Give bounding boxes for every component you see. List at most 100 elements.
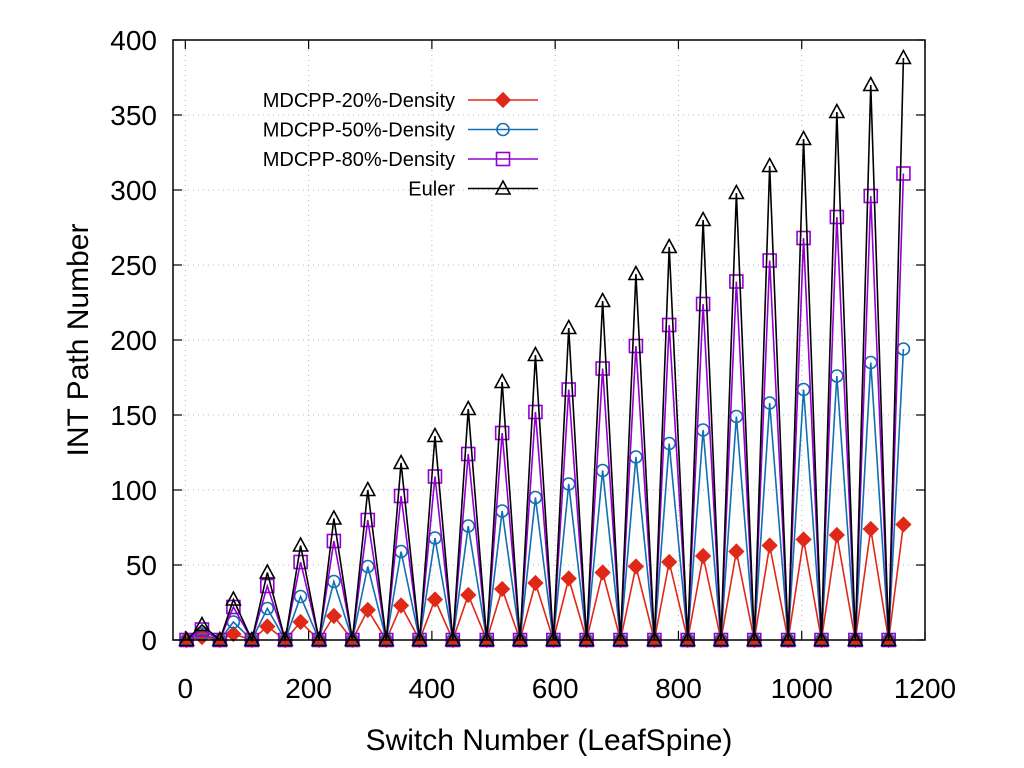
legend-marker	[496, 122, 510, 137]
x-tick-label: 400	[409, 673, 456, 704]
data-point	[627, 264, 645, 281]
data-point	[795, 531, 812, 548]
data-point	[259, 618, 276, 635]
data-point	[211, 630, 229, 647]
data-point	[829, 209, 845, 225]
data-point	[628, 338, 644, 354]
x-tick-label: 200	[285, 673, 332, 704]
data-point	[646, 630, 663, 647]
data-point	[694, 210, 712, 227]
y-tick-label: 50	[126, 550, 157, 581]
data-point	[225, 590, 242, 606]
data-point	[595, 361, 610, 376]
y-tick-label: 400	[110, 25, 157, 56]
data-point	[594, 291, 611, 308]
data-point	[494, 425, 510, 441]
legend-marker	[494, 91, 512, 109]
data-point	[243, 630, 261, 647]
data-point	[728, 543, 745, 560]
data-point	[560, 570, 577, 587]
data-point	[478, 630, 496, 647]
data-point	[411, 630, 428, 647]
y-tick-label: 0	[141, 625, 157, 656]
legend-marker	[495, 151, 511, 167]
legend-label: MDCPP-20%-Density	[263, 90, 455, 112]
y-tick-label: 200	[110, 325, 157, 356]
data-point	[761, 537, 778, 554]
x-tick-label: 0	[178, 673, 194, 704]
data-point	[695, 296, 711, 312]
data-point	[612, 630, 629, 647]
data-point	[863, 188, 879, 204]
data-point	[292, 613, 309, 631]
data-point	[460, 586, 477, 604]
legend-label: Euler	[408, 179, 455, 201]
data-point	[795, 129, 812, 146]
y-tick-label: 300	[110, 175, 157, 206]
data-point	[728, 183, 745, 200]
data-point	[880, 630, 897, 647]
data-point	[745, 630, 763, 647]
data-point	[258, 563, 276, 579]
data-point	[779, 630, 797, 647]
grid	[173, 40, 925, 640]
data-point	[813, 630, 830, 647]
data-point	[392, 453, 410, 470]
data-point	[260, 578, 275, 594]
data-point	[895, 516, 912, 533]
data-point	[527, 574, 544, 592]
data-point	[359, 480, 377, 497]
legend-marker	[494, 179, 512, 195]
data-point	[544, 630, 562, 647]
data-point	[325, 607, 343, 625]
data-point	[762, 253, 777, 268]
data-point	[494, 580, 511, 598]
y-tick-label: 350	[110, 100, 157, 131]
legend-label: MDCPP-80%-Density	[263, 149, 455, 171]
data-point	[694, 547, 712, 565]
y-tick-label: 150	[110, 400, 157, 431]
data-point	[896, 166, 911, 181]
data-point	[627, 558, 645, 575]
data-point	[460, 446, 476, 462]
series-3	[178, 48, 912, 647]
data-point	[679, 630, 697, 647]
data-point	[426, 591, 444, 608]
data-point	[578, 630, 595, 647]
data-point	[828, 102, 846, 119]
series-group	[178, 48, 912, 649]
data-point	[661, 553, 678, 571]
data-point	[511, 630, 529, 647]
data-point	[393, 488, 409, 504]
data-point	[895, 48, 912, 65]
data-point	[325, 509, 343, 525]
data-point	[292, 536, 309, 552]
x-tick-label: 800	[655, 673, 702, 704]
data-point	[796, 230, 811, 246]
data-point	[193, 615, 211, 632]
data-point	[527, 345, 544, 362]
data-point	[862, 520, 879, 538]
legend-label: MDCPP-50%-Density	[263, 120, 455, 142]
x-tick-label: 600	[532, 673, 579, 704]
data-point	[561, 382, 577, 397]
data-point	[828, 526, 845, 544]
x-tick-label: 1000	[771, 673, 833, 704]
y-axis-title: INT Path Number	[62, 224, 95, 457]
data-point	[661, 317, 677, 333]
y-tick-label: 250	[110, 250, 157, 281]
data-point	[444, 630, 462, 647]
data-point	[377, 630, 395, 647]
data-point	[225, 625, 242, 643]
data-point	[276, 630, 294, 647]
data-point	[293, 554, 308, 570]
data-point	[594, 564, 611, 581]
data-point	[178, 630, 195, 647]
data-point	[847, 630, 864, 647]
series-line	[186, 348, 905, 644]
data-point	[761, 156, 779, 173]
data-point	[293, 589, 308, 604]
data-point	[427, 469, 443, 484]
data-point	[344, 630, 361, 647]
